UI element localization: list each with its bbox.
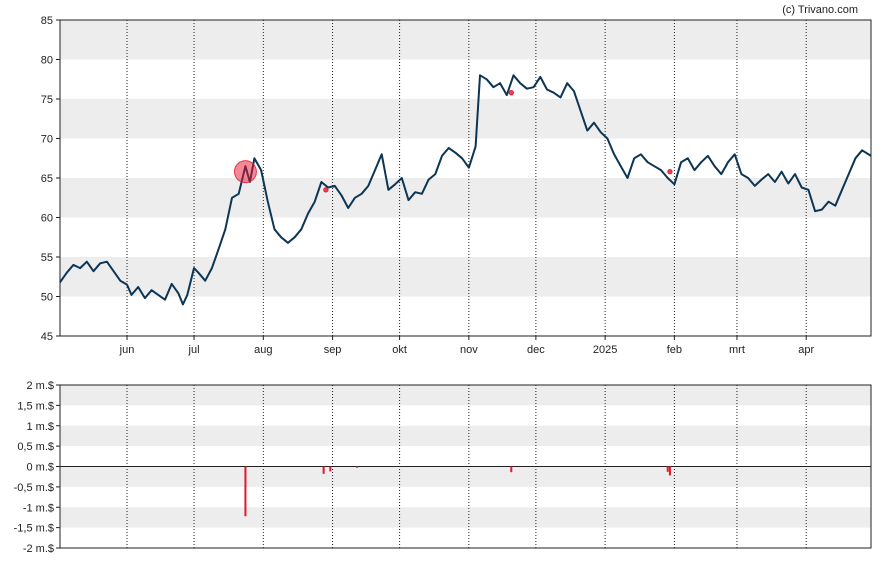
insider-marker <box>508 89 515 96</box>
x-tick-label: 2025 <box>593 344 617 356</box>
y-tick-label: 65 <box>41 173 53 185</box>
y-tick-label: -1 m.$ <box>23 502 54 514</box>
y-tick-label: 0,5 m.$ <box>17 441 54 453</box>
source-credit: (c) Trivano.com <box>782 4 858 16</box>
x-tick-label: okt <box>392 344 407 356</box>
insider-bar <box>322 466 325 474</box>
price-chart-bands <box>60 20 871 297</box>
price-line <box>59 74 872 306</box>
insider-marker <box>323 187 329 193</box>
y-tick-label: 45 <box>41 331 53 343</box>
y-tick-label: 80 <box>41 55 53 67</box>
price-y-axis: 45 50 55 60 65 70 75 80 85 <box>41 15 60 343</box>
y-tick-label: -2 m.$ <box>23 543 54 555</box>
insider-marker <box>667 168 673 175</box>
x-tick-label: mrt <box>729 344 745 356</box>
price-band <box>60 257 871 297</box>
x-tick-label: nov <box>460 344 478 356</box>
x-tick-label: jun <box>119 344 135 356</box>
y-tick-label: 85 <box>41 15 53 27</box>
y-tick-label: 60 <box>41 213 53 225</box>
insider-bar <box>356 466 359 468</box>
insider-band <box>60 507 871 528</box>
insider-bar <box>329 466 332 472</box>
x-tick-label: apr <box>798 344 814 356</box>
y-tick-label: 50 <box>41 292 53 304</box>
x-tick-label: feb <box>667 344 682 356</box>
month-x-axis: jun jul aug sep okt nov dec 2025 feb mrt apr <box>119 336 814 356</box>
insider-markers <box>233 89 673 193</box>
y-tick-label: -0,5 m.$ <box>14 482 54 494</box>
x-tick-label: aug <box>254 344 272 356</box>
x-tick-label: sep <box>324 344 342 356</box>
insider-chart-bands <box>60 385 871 528</box>
insider-band <box>60 466 871 487</box>
insider-bar <box>668 466 671 476</box>
insider-bar <box>666 466 669 472</box>
price-band <box>60 99 871 139</box>
x-tick-label: jul <box>188 344 200 356</box>
insider-y-axis: 2 m.$ 1,5 m.$ 1 m.$ 0,5 m.$ 0 m.$ -0,5 m.$ -1 … <box>14 380 60 555</box>
x-tick-label: dec <box>527 344 545 356</box>
insider-marker <box>233 160 257 184</box>
price-band <box>60 20 871 60</box>
y-tick-label: 1 m.$ <box>26 421 54 433</box>
insider-bar <box>510 466 513 473</box>
y-tick-label: 2 m.$ <box>26 380 54 392</box>
insider-band <box>60 385 871 406</box>
insider-bar <box>244 466 247 517</box>
price-band <box>60 178 871 218</box>
insider-bars <box>244 466 671 517</box>
y-tick-label: 1,5 m.$ <box>17 400 54 412</box>
y-tick-label: 75 <box>41 94 53 106</box>
y-tick-label: 0 m.$ <box>26 462 54 474</box>
y-tick-label: 55 <box>41 252 53 264</box>
y-tick-label: 70 <box>41 134 53 146</box>
insider-band <box>60 425 871 447</box>
y-tick-label: -1,5 m.$ <box>14 523 54 535</box>
